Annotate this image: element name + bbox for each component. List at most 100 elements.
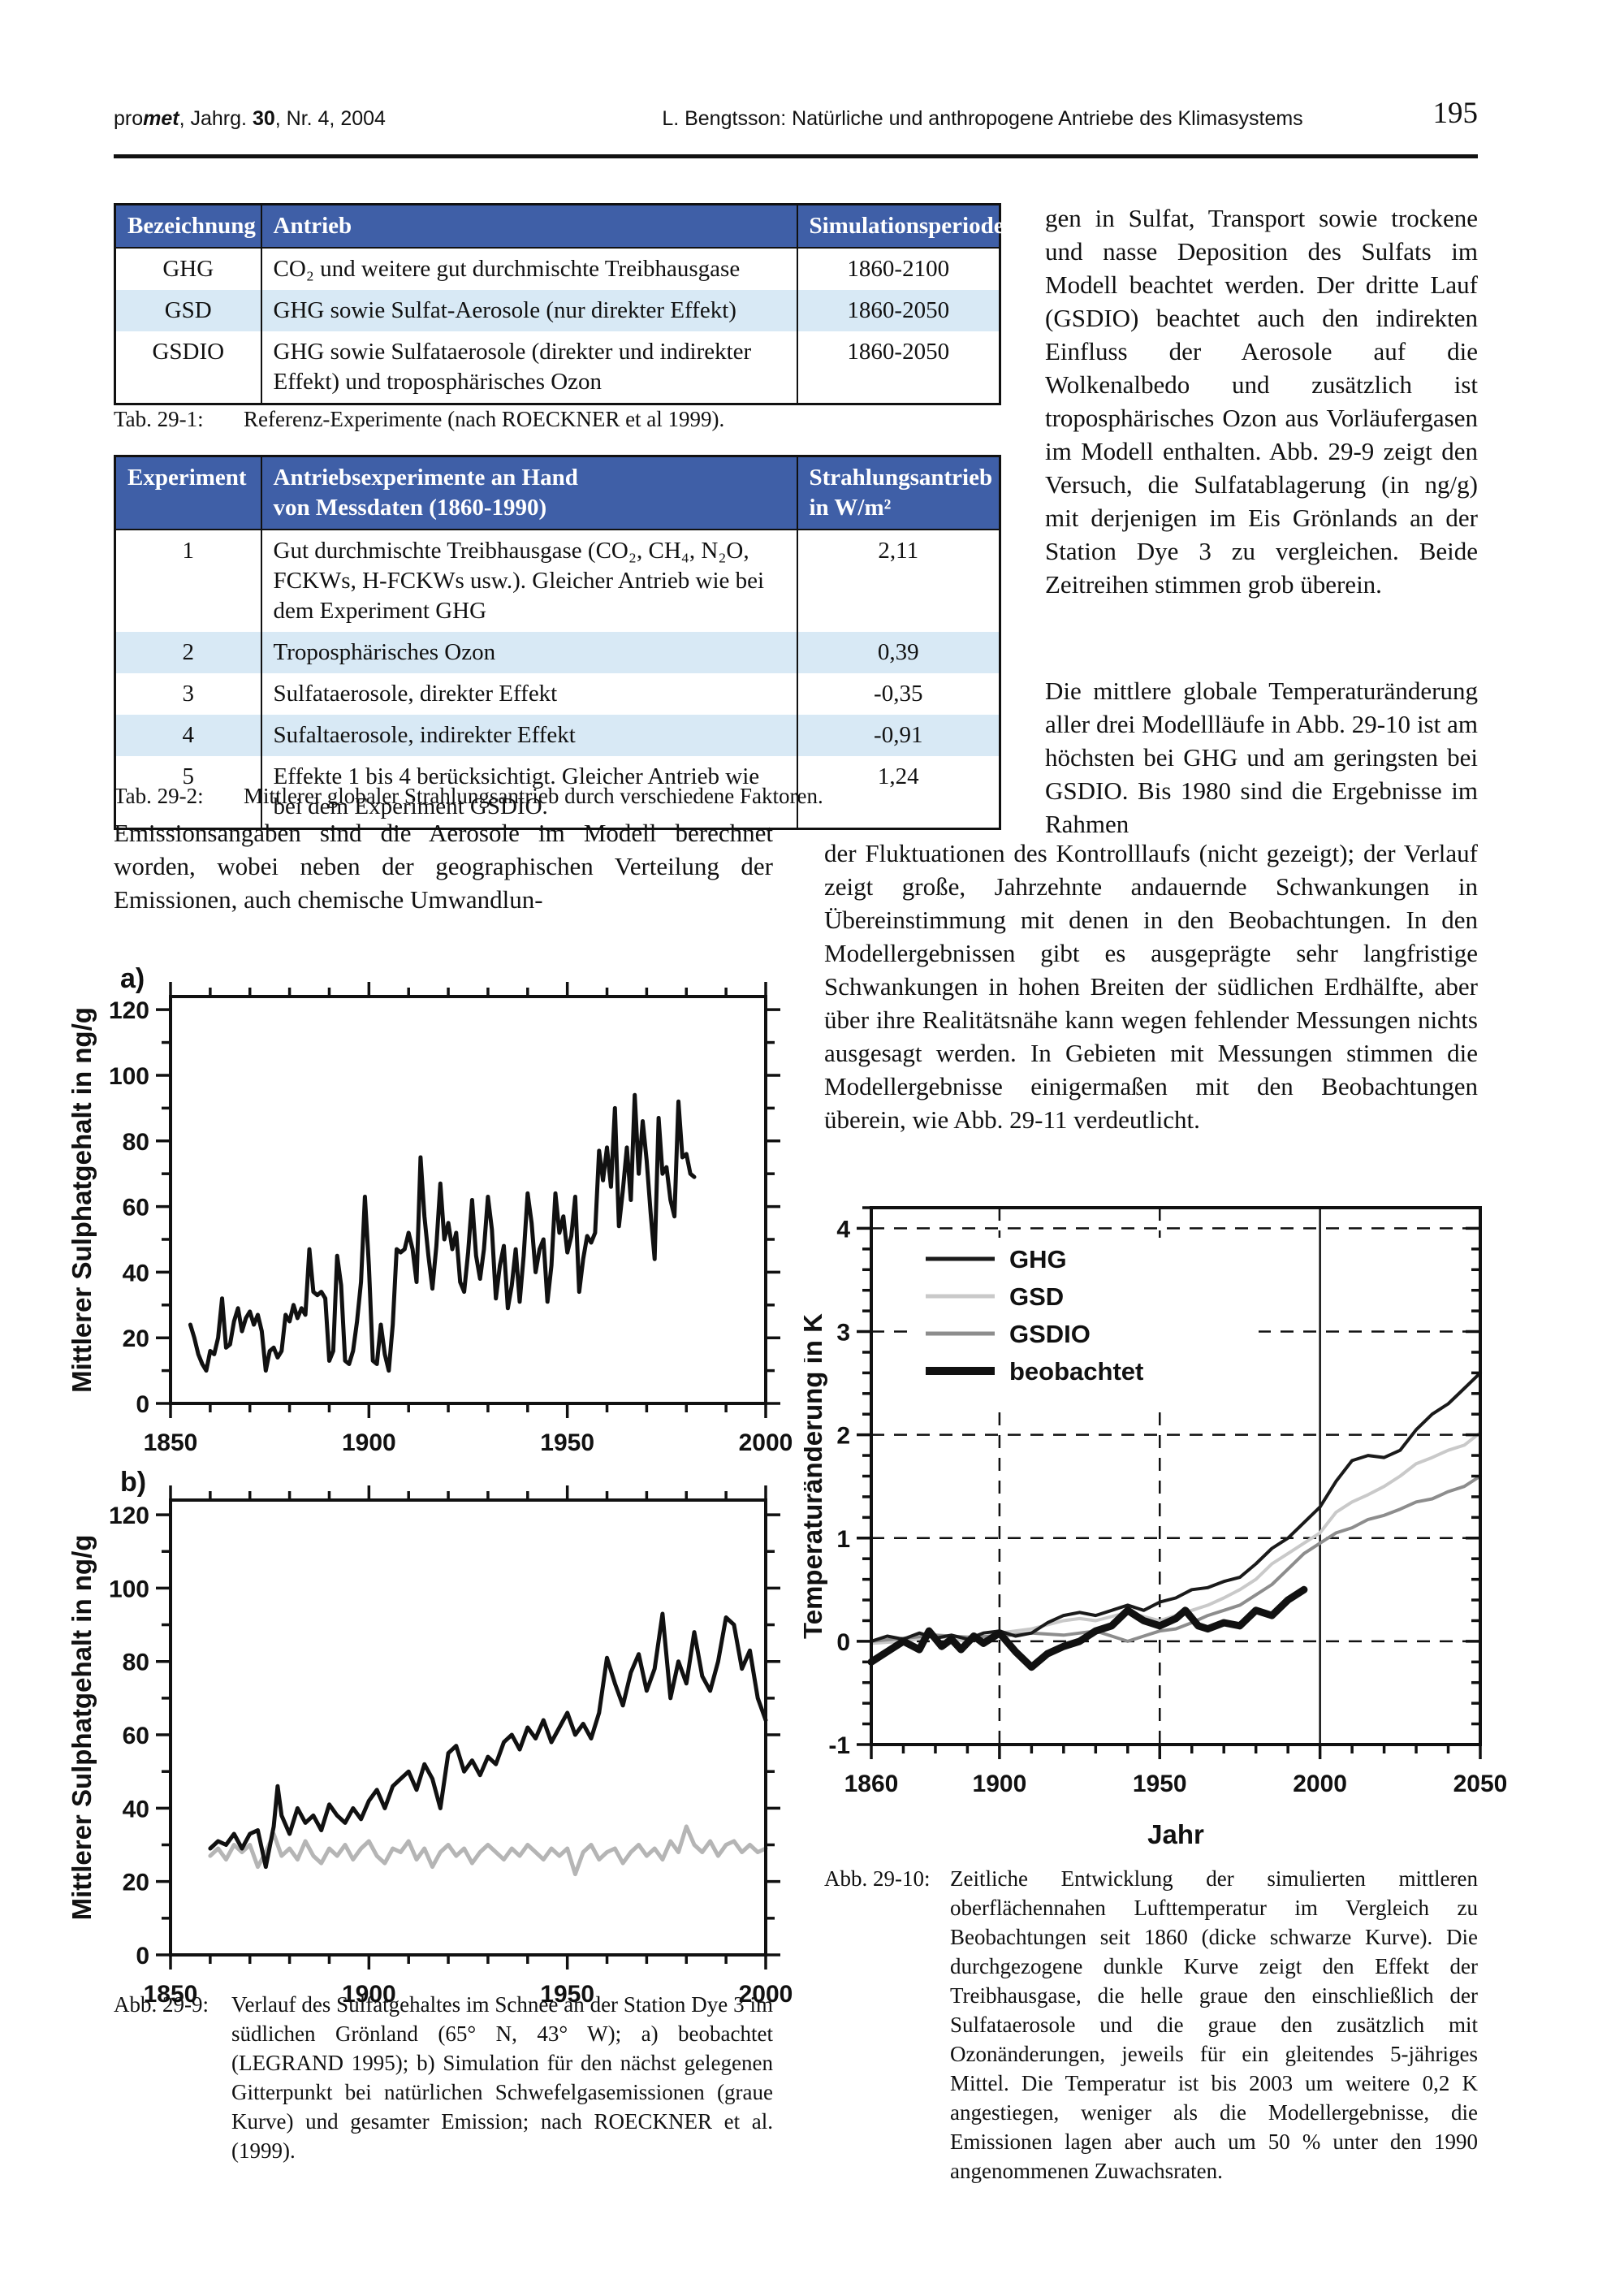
svg-text:1900: 1900: [342, 1429, 396, 1456]
cell-periode: 1860-2050: [796, 290, 1001, 331]
caption-label: Abb. 29-10:: [824, 1866, 931, 1891]
cell-antrieb: CO₂ und weitere gut durchmischte Treibha…: [260, 248, 798, 290]
table-row: GHG CO₂ und weitere gut durchmischte Tre…: [114, 248, 1001, 290]
svg-text:0: 0: [836, 1629, 850, 1656]
issue-post: , Nr. 4, 2004: [274, 107, 386, 130]
svg-text:-1: -1: [828, 1732, 850, 1759]
cell-wert: -0,35: [796, 673, 1001, 715]
caption-label: Tab. 29-2:: [114, 784, 204, 808]
cell-wert: 2,11: [796, 530, 1001, 632]
cell-wert: -0,91: [796, 715, 1001, 756]
subfigure-label-b: b): [120, 1467, 147, 1498]
table-row: 3 Sulfataerosole, direkter Effekt -0,35: [114, 673, 1001, 715]
svg-text:3: 3: [836, 1320, 850, 1347]
svg-text:100: 100: [109, 1576, 149, 1602]
paragraph-right-top: gen in Sulfat, Transport sowie trockene …: [1045, 204, 1478, 599]
column-header-antrieb: Antrieb: [260, 203, 798, 249]
table-row: 2 Troposphärisches Ozon 0,39: [114, 632, 1001, 673]
svg-text:100: 100: [109, 1063, 149, 1090]
chart-a: 1850 1900 1950 2000 0 20 40 60 80 100 120 Mittlerer…: [67, 982, 793, 1456]
caption-text: Referenz-Experimente (nach ROECKNER et a…: [244, 407, 725, 431]
svg-text:2000: 2000: [1293, 1771, 1347, 1797]
journal-name-bold: met: [143, 107, 179, 130]
svg-text:1900: 1900: [342, 1981, 396, 2008]
y-axis-label: Mittlerer Sulphatgehalt in ng/g: [67, 1535, 97, 1921]
subfigure-label-a: a): [120, 963, 145, 994]
table-row: GSD GHG sowie Sulfat-Aerosole (nur direk…: [114, 290, 1001, 331]
svg-text:80: 80: [123, 1129, 149, 1156]
cell-periode: 1860-2100: [796, 248, 1001, 290]
journal-meta: promet, Jahrg. 30, Nr. 4, 2004: [114, 107, 386, 131]
caption-tab-29-2: Tab. 29-2: Mittlerer globaler Strahlungs…: [114, 781, 999, 811]
table-referenz-experimente: Bezeichnung Antrieb Simulationsperiode G…: [114, 203, 1004, 405]
cell-bezeichnung: GSD: [114, 290, 262, 331]
table-row: 5 Effekte 1 bis 4 berücksichtigt. Gleich…: [114, 756, 1001, 829]
table-header-row: Bezeichnung Antrieb Simulationsperiode: [114, 203, 1004, 249]
y-axis-label: Temperaturänderung in K: [804, 1313, 827, 1639]
page-number: 195: [1432, 97, 1479, 130]
svg-text:1: 1: [836, 1526, 850, 1553]
cell-experiment-nr: 3: [114, 673, 262, 715]
column-header-simulationsperiode: Simulationsperiode: [796, 203, 1004, 249]
svg-text:20: 20: [123, 1870, 149, 1896]
cell-beschreibung: Effekte 1 bis 4 berücksichtigt. Gleicher…: [260, 756, 798, 829]
cell-beschreibung: Sufaltaerosole, indirekter Effekt: [260, 715, 798, 756]
table-row: 1 Gut durchmischte Treibhausgase (CO₂, C…: [114, 530, 1001, 632]
cell-beschreibung: Gut durchmischte Treibhausgase (CO₂, CH₄…: [260, 530, 798, 632]
cell-beschreibung: Sulfataerosole, direkter Effekt: [260, 673, 798, 715]
svg-text:60: 60: [123, 1195, 149, 1222]
svg-text:1850: 1850: [144, 1981, 198, 2008]
cell-experiment-nr: 5: [114, 756, 262, 829]
legend-label-GHG: GHG: [1009, 1245, 1067, 1273]
legend-label-GSD: GSD: [1009, 1282, 1064, 1311]
table-header-row: Experiment Antriebsexperimente an Hand v…: [114, 455, 1001, 530]
running-title: L. Bengtsson: Natürliche und anthropogen…: [662, 107, 1303, 130]
caption-label: Tab. 29-1:: [114, 407, 204, 431]
svg-text:0: 0: [136, 1391, 149, 1418]
column-header-strahlungsantrieb: Strahlungsantrieb in W/m²: [796, 455, 1001, 530]
volume-number: 30: [252, 107, 275, 130]
svg-text:1950: 1950: [540, 1429, 594, 1456]
caption-tab-29-1: Tab. 29-1: Referenz-Experimente (nach RO…: [114, 404, 999, 434]
legend-label-GSDIO: GSDIO: [1009, 1320, 1091, 1348]
svg-text:4: 4: [836, 1216, 850, 1243]
svg-text:1950: 1950: [540, 1981, 594, 2008]
column-header-bezeichnung: Bezeichnung: [114, 203, 262, 249]
svg-text:40: 40: [123, 1260, 149, 1286]
svg-text:1900: 1900: [973, 1771, 1027, 1797]
svg-text:2000: 2000: [739, 1981, 793, 2008]
legend-label-beobachtet: beobachtet: [1009, 1357, 1143, 1386]
svg-text:1850: 1850: [144, 1429, 198, 1456]
cell-bezeichnung: GSDIO: [114, 331, 262, 404]
cell-bezeichnung: GHG: [114, 248, 262, 290]
cell-experiment-nr: 2: [114, 632, 262, 673]
caption-text: Mittlerer globaler Strahlungsantrieb dur…: [244, 784, 823, 808]
cell-antrieb: GHG sowie Sulfat-Aerosole (nur direkter …: [260, 290, 798, 331]
journal-name-prefix: pro: [114, 107, 144, 130]
table-row: GSDIO GHG sowie Sulfataerosole (direkter…: [114, 331, 1001, 404]
caption-abb-29-9: Abb. 29-9: Verlauf des Sulfatgehaltes im…: [114, 1990, 773, 2165]
svg-text:20: 20: [123, 1325, 149, 1352]
svg-text:1950: 1950: [1133, 1771, 1187, 1797]
svg-text:0: 0: [136, 1943, 149, 1970]
svg-text:2: 2: [836, 1423, 850, 1450]
svg-text:80: 80: [123, 1650, 149, 1676]
x-axis-label: Jahr: [1147, 1819, 1204, 1849]
svg-text:120: 120: [109, 997, 149, 1024]
paragraph-right-wide: der Fluktuationen des Kontrolllaufs (nic…: [824, 839, 1478, 1134]
cell-periode: 1860-2050: [796, 331, 1001, 404]
chart-b: 1850 1900 1950 2000 0 20 40 60 80 100 120 Mittlerer…: [67, 1485, 793, 2008]
paragraph-left-column: Emissionsangaben sind die Aerosole im Mo…: [114, 819, 773, 914]
column-header-experiment: Experiment: [114, 455, 262, 530]
paragraph-right-mid: Die mittlere globale Temperaturänderung …: [1045, 677, 1478, 838]
cell-wert: 1,24: [796, 756, 1001, 829]
svg-text:120: 120: [109, 1503, 149, 1529]
svg-text:40: 40: [123, 1796, 149, 1823]
chart-c: 1860 1900 1950 2000 2050 -1 0 1 2 3 4 Temperaturänd…: [804, 1206, 1507, 1849]
svg-text:1860: 1860: [844, 1771, 899, 1797]
svg-text:2000: 2000: [739, 1429, 793, 1456]
cell-experiment-nr: 1: [114, 530, 262, 632]
y-axis-label: Mittlerer Sulphatgehalt in ng/g: [67, 1007, 97, 1393]
caption-abb-29-10: Abb. 29-10: Zeitliche Entwicklung der si…: [824, 1864, 1478, 2186]
